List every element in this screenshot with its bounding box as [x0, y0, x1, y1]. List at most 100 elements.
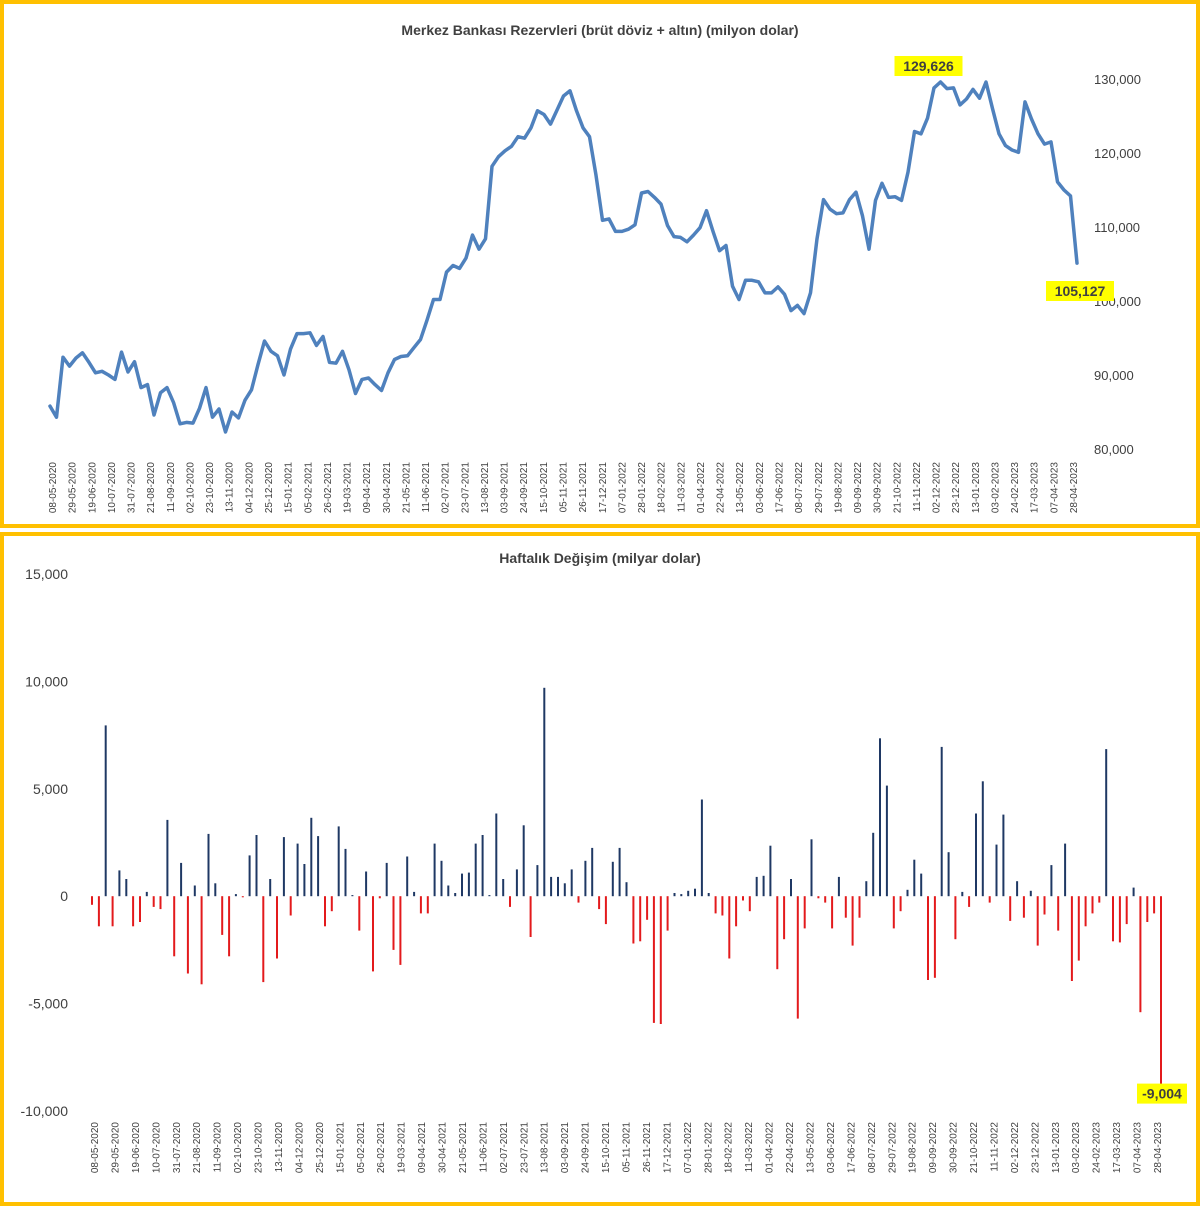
bar [399, 896, 402, 965]
y-tick-label: 120,000 [1094, 146, 1141, 161]
bar [481, 835, 484, 897]
x-tick-label: 25-12-2020 [264, 462, 275, 514]
bar [1043, 896, 1046, 915]
x-tick-label: 11-11-2022 [989, 1122, 1000, 1172]
bar [968, 896, 971, 907]
bar [97, 896, 100, 927]
x-tick-label: 24-09-2021 [519, 462, 530, 514]
x-tick-label: 11-09-2020 [213, 1122, 224, 1173]
bar [824, 896, 827, 903]
x-tick-label: 05-11-2021 [622, 1122, 633, 1173]
x-tick-label: 28-01-2022 [637, 462, 648, 514]
bar [831, 896, 834, 929]
x-tick-label: 07-04-2023 [1049, 462, 1060, 514]
x-tick-label: 02-10-2020 [233, 1122, 244, 1174]
y-tick-label: 80,000 [1094, 442, 1134, 457]
x-tick-label: 13-05-2022 [735, 462, 746, 514]
x-tick-label: 13-11-2020 [274, 1122, 285, 1173]
reserves-chart-title: Merkez Bankası Rezervleri (brüt döviz + … [401, 22, 799, 38]
x-tick-label: 04-12-2020 [294, 1122, 305, 1174]
bar [680, 894, 683, 897]
bar [584, 860, 587, 897]
x-tick-label: 03-02-2023 [990, 462, 1001, 514]
bar [728, 896, 731, 959]
x-tick-label: 08-07-2022 [794, 462, 805, 514]
x-tick-label: 29-05-2020 [110, 1122, 121, 1174]
bar [234, 894, 237, 897]
bar [413, 891, 416, 897]
x-tick-label: 05-02-2021 [303, 462, 314, 514]
x-tick-label: 15-01-2021 [284, 462, 295, 514]
bar [515, 869, 518, 897]
bar [447, 885, 450, 897]
x-tick-label: 28-04-2023 [1153, 1122, 1164, 1174]
bar [522, 825, 525, 897]
bar [310, 817, 313, 897]
bar [879, 738, 881, 897]
x-tick-label: 11-09-2020 [166, 462, 177, 513]
x-tick-label: 29-07-2022 [814, 462, 825, 514]
x-tick-label: 13-08-2021 [480, 462, 491, 514]
bar [276, 896, 278, 959]
bar [721, 896, 724, 916]
x-tick-label: 26-02-2021 [323, 462, 334, 514]
bar [1050, 865, 1053, 897]
bar [406, 856, 409, 897]
bar [241, 896, 244, 898]
x-tick-label: 15-01-2021 [335, 1122, 346, 1174]
bar [988, 896, 991, 903]
bar [262, 896, 265, 983]
reserves-line-chart: 80,00090,000100,000110,000120,000130,000… [48, 56, 1141, 514]
bar [145, 891, 148, 897]
x-tick-label: 09-09-2022 [853, 462, 864, 514]
bar [803, 896, 806, 929]
bar [906, 889, 909, 897]
x-tick-label: 23-12-2022 [1030, 1122, 1041, 1174]
bar [1002, 814, 1005, 897]
x-tick-label: 03-06-2022 [755, 462, 766, 514]
x-tick-label: 05-11-2021 [559, 462, 570, 513]
bar [872, 832, 875, 897]
bar [920, 873, 923, 897]
bar [618, 847, 621, 897]
x-tick-label: 13-05-2022 [805, 1122, 816, 1174]
y-tick-label: -5,000 [28, 996, 68, 1012]
x-tick-label: 17-03-2023 [1112, 1122, 1123, 1174]
reserves-chart-panel: Merkez Bankası Rezervleri (brüt döviz + … [0, 0, 1200, 528]
x-tick-label: 23-07-2021 [519, 1122, 530, 1174]
bar [604, 896, 607, 925]
x-tick-label: 29-07-2022 [887, 1122, 898, 1174]
x-tick-label: 08-07-2022 [867, 1122, 878, 1174]
x-tick-label: 28-04-2023 [1069, 462, 1080, 514]
x-tick-label: 22-04-2022 [716, 462, 727, 514]
y-tick-label: 0 [60, 888, 68, 904]
x-tick-label: 18-02-2022 [724, 1122, 735, 1174]
bar [810, 839, 813, 897]
bar [378, 896, 381, 899]
bar [625, 882, 628, 897]
peak-label: 129,626 [903, 58, 954, 74]
bar [269, 879, 272, 897]
bar [790, 879, 792, 897]
x-tick-label: 09-04-2021 [362, 462, 373, 514]
bar [783, 896, 786, 940]
bar [1118, 896, 1121, 943]
x-tick-label: 10-07-2020 [107, 462, 118, 514]
x-tick-label: 05-02-2021 [356, 1122, 367, 1174]
y-tick-label: 110,000 [1094, 220, 1140, 235]
x-tick-label: 15-10-2021 [601, 1122, 612, 1174]
bar [1098, 896, 1101, 903]
x-tick-label: 28-01-2022 [703, 1122, 714, 1174]
y-tick-label: 10,000 [25, 673, 68, 689]
x-tick-label: 11-03-2022 [676, 462, 687, 513]
bar [899, 896, 902, 912]
bar [159, 896, 162, 910]
bar [694, 888, 696, 897]
bar [461, 873, 463, 897]
bar [1146, 896, 1149, 922]
bar [111, 896, 114, 927]
bar [419, 896, 422, 914]
bar [193, 885, 196, 897]
x-tick-label: 07-01-2022 [617, 462, 628, 514]
x-tick-label: 24-02-2023 [1010, 462, 1021, 514]
